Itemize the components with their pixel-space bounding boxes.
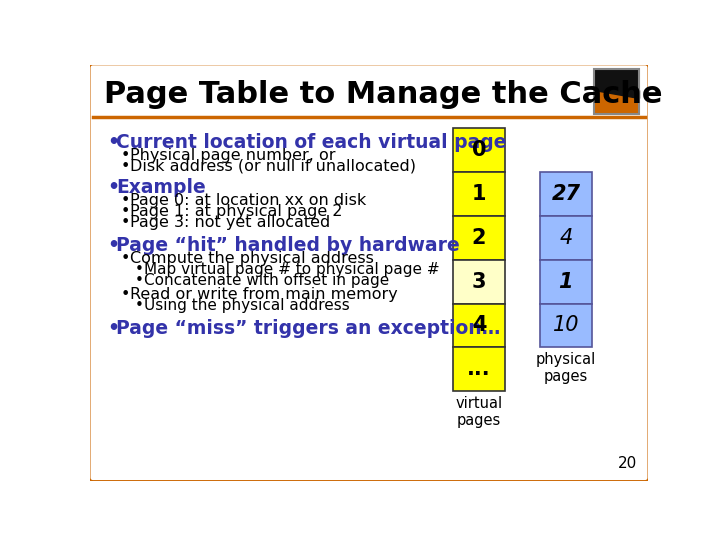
Bar [453, 260, 505, 303]
Polygon shape [594, 90, 639, 98]
Text: Page Table to Manage the Cache: Page Table to Manage the Cache [104, 79, 662, 109]
Bar [453, 303, 505, 347]
Text: •: • [107, 236, 120, 255]
Text: virtual
pages: virtual pages [456, 396, 503, 428]
Text: Disk address (or null if unallocated): Disk address (or null if unallocated) [130, 159, 416, 174]
Text: •: • [135, 273, 144, 288]
Text: 2: 2 [472, 228, 486, 248]
Text: 27: 27 [552, 184, 580, 204]
Bar [594, 70, 639, 90]
Text: ...: ... [467, 359, 491, 379]
Text: 20: 20 [618, 456, 637, 471]
Text: Current location of each virtual page: Current location of each virtual page [117, 132, 507, 152]
Bar [453, 347, 505, 392]
Text: Page 1: at physical page 2: Page 1: at physical page 2 [130, 204, 343, 219]
Text: •: • [135, 262, 144, 277]
Text: •: • [121, 148, 130, 163]
Bar [539, 172, 593, 215]
Text: •: • [107, 319, 120, 338]
Text: Map virtual page # to physical page #: Map virtual page # to physical page # [144, 262, 440, 277]
Text: physical
pages: physical pages [536, 352, 596, 384]
Text: Compute the physical address: Compute the physical address [130, 251, 374, 266]
FancyBboxPatch shape [89, 63, 649, 482]
Text: Using the physical address: Using the physical address [144, 298, 350, 313]
Text: Physical page number, or: Physical page number, or [130, 148, 336, 163]
Bar [539, 303, 593, 347]
Bar [539, 260, 593, 303]
Text: 4: 4 [559, 228, 572, 248]
Bar [539, 215, 593, 260]
Text: •: • [121, 159, 130, 174]
Text: •: • [121, 251, 130, 266]
Text: •: • [121, 215, 130, 230]
Text: Page “hit” handled by hardware: Page “hit” handled by hardware [117, 236, 460, 255]
Text: Page “miss” triggers an exception…: Page “miss” triggers an exception… [117, 319, 500, 338]
Text: 1: 1 [559, 272, 573, 292]
Text: 10: 10 [553, 315, 579, 335]
Bar [594, 90, 639, 114]
Bar [453, 128, 505, 172]
Text: •: • [107, 132, 120, 152]
Text: Page 3: not yet allocated: Page 3: not yet allocated [130, 215, 330, 230]
Text: 0: 0 [472, 140, 486, 160]
Text: •: • [121, 193, 130, 208]
Text: •: • [107, 178, 120, 197]
Text: Concatenate with offset in page: Concatenate with offset in page [144, 273, 390, 288]
Bar [453, 172, 505, 215]
Text: Page 0: at location xx on disk: Page 0: at location xx on disk [130, 193, 366, 208]
Text: 1: 1 [472, 184, 486, 204]
Text: •: • [135, 298, 144, 313]
Text: 4: 4 [472, 315, 486, 335]
Text: •: • [121, 287, 130, 302]
Text: Read or write from main memory: Read or write from main memory [130, 287, 398, 302]
Text: 3: 3 [472, 272, 486, 292]
Text: •: • [121, 204, 130, 219]
Bar [453, 215, 505, 260]
Text: Example: Example [117, 178, 206, 197]
